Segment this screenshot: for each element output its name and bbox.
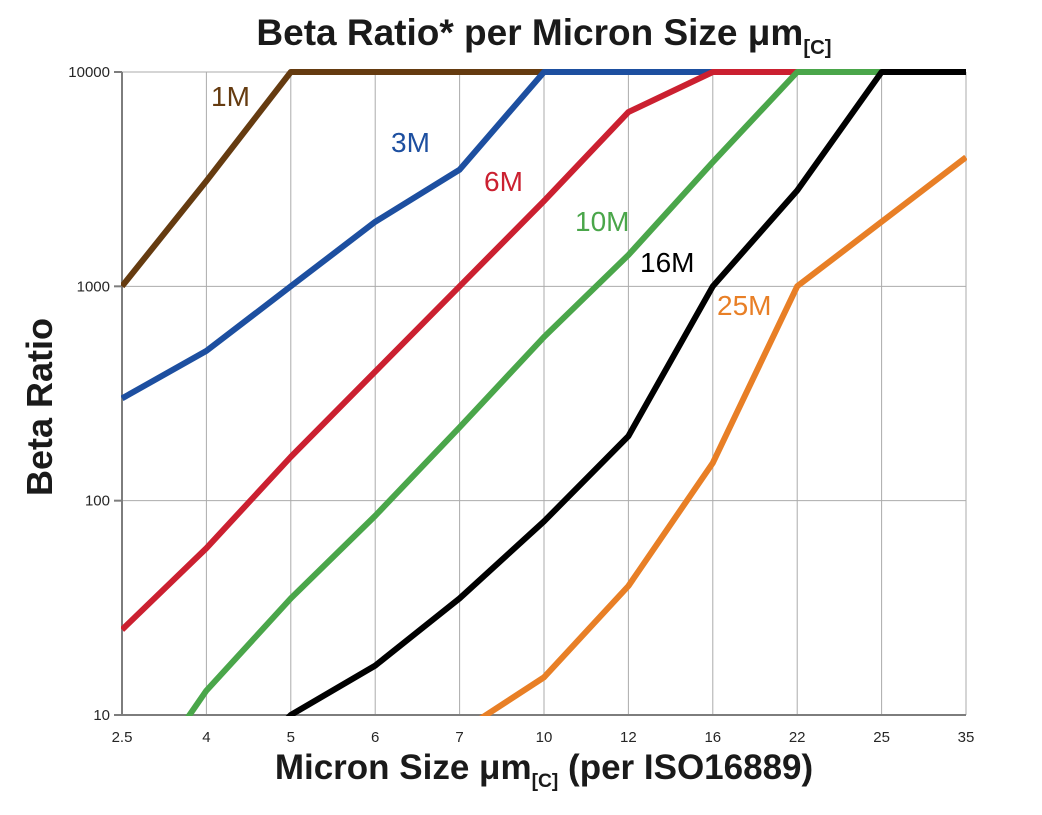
x-tick-label: 12 (620, 729, 637, 746)
series-label-3M: 3M (391, 127, 430, 158)
y-tick-label: 100 (85, 493, 110, 510)
series-label-25M: 25M (717, 290, 772, 321)
y-tick-label: 10 (93, 707, 110, 724)
chart-title-main: Beta Ratio* per Micron Size μm (256, 12, 804, 53)
x-tick-label: 22 (789, 729, 806, 746)
y-tick-label: 1000 (77, 278, 110, 295)
series-line-16M (285, 69, 966, 716)
y-tick-label: 10000 (68, 64, 110, 81)
series-label-6M: 6M (484, 166, 523, 197)
x-tick-label: 4 (202, 729, 210, 746)
x-axis-title-post: (per ISO16889) (558, 748, 814, 787)
x-axis-title-pre: Micron Size μm (274, 748, 532, 787)
chart-title-subscript: [C] (803, 36, 832, 59)
x-tick-label: 7 (455, 729, 463, 746)
x-tick-label: 25 (873, 729, 890, 746)
chart-title: Beta Ratio* per Micron Size μm[C] (122, 12, 966, 59)
x-tick-label: 6 (371, 729, 379, 746)
series-label-16M: 16M (640, 247, 695, 278)
x-tick-label: 35 (958, 729, 975, 746)
series-label-1M: 1M (211, 81, 250, 112)
series-line-10M (185, 69, 966, 716)
y-axis-title: Beta Ratio (19, 317, 60, 497)
x-axis-title-subscript: [C] (531, 771, 559, 793)
series-line-25M (479, 154, 967, 716)
series-label-10M: 10M (575, 206, 630, 237)
x-axis-title: Micron Size μm[C] (per ISO16889) (122, 748, 966, 792)
x-tick-label: 2.5 (112, 729, 133, 746)
x-tick-label: 5 (287, 729, 295, 746)
x-tick-label: 10 (536, 729, 553, 746)
series-lines (121, 69, 967, 716)
x-tick-label: 16 (704, 729, 721, 746)
